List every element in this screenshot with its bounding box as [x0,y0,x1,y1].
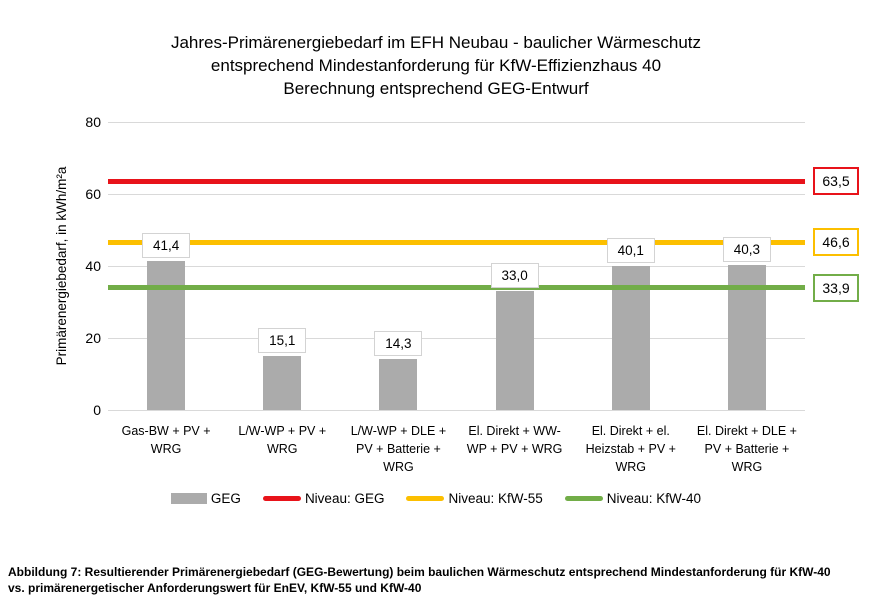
chart-title-line-1: Jahres-Primärenergiebedarf im EFH Neubau… [170,33,702,52]
bar-value-label: 40,1 [606,237,655,263]
plot-area: 0 20 40 60 80 41,4 15,1 14,3 33,0 40,1 40,3 63,5 46,… [85,114,859,418]
y-tick-label: 60 [85,186,101,202]
y-tick-label: 20 [85,330,101,346]
plot-gridline [108,193,805,195]
figure-caption-line-1: Abbildung 7: Resultierender Primärenergi… [8,565,831,579]
bar-value-label: 41,4 [142,232,191,258]
plot-gridline [108,337,805,339]
bar-value-label: 40,3 [722,236,771,262]
chart-title-line-2: entsprechend Mindestanforderung für KfW-… [210,56,662,75]
legend-label: Niveau: KfW-40 [606,491,702,506]
x-category-label: L/W-WP + PV + WRG [238,424,327,456]
bar [263,355,302,410]
x-category-label: El. Direkt + WW- WP + PV + WRG [466,424,563,456]
reference-line [108,239,805,245]
plot-gridline [108,409,805,411]
legend-line-swatch [406,496,445,501]
x-axis-labels: Gas-BW + PV + WRG L/W-WP + PV + WRG L/W-WP… [108,422,805,476]
legend-bar-swatch [170,493,207,504]
legend-item: Niveau: GEG [262,491,385,506]
bar [495,291,534,410]
legend-line-swatch [564,496,603,501]
plot-gridline [108,121,805,123]
legend-item: Niveau: KfW-55 [406,491,543,506]
bar [147,260,186,410]
reference-value-label: 33,9 [813,273,859,302]
legend: GEG Niveau: GEG Niveau: KfW-55 Niveau: KfW-… [0,491,872,506]
legend-label: Niveau: GEG [304,491,385,506]
legend-label: Niveau: KfW-55 [448,491,543,506]
bar-value-label: 15,1 [258,327,307,353]
legend-line-swatch [262,496,301,501]
legend-item: GEG [170,491,241,506]
y-tick-label: 0 [93,402,101,418]
x-category-label: Gas-BW + PV + WRG [121,424,211,456]
figure-caption-line-2: vs. primärenergetischer Anforderungswert… [8,581,422,595]
chart-title: Jahres-Primärenergiebedarf im EFH Neubau… [0,31,872,100]
x-category-label: L/W-WP + DLE + PV + Batterie + WRG [350,424,447,474]
y-tick-label: 80 [85,114,101,130]
bar-value-label: 33,0 [490,263,539,289]
reference-value-label: 46,6 [813,228,859,257]
legend-label: GEG [210,491,241,506]
bar-value-label: 14,3 [374,330,423,356]
figure-caption: Abbildung 7: Resultierender Primärenergi… [8,564,852,596]
chart-title-line-3: Berechnung entsprechend GEG-Entwurf [283,79,589,98]
reference-line [108,178,805,184]
x-category-label: El. Direkt + el. Heizstab + PV + WRG [585,424,676,474]
plot-gridline [108,265,805,267]
legend-item: Niveau: KfW-40 [564,491,702,506]
y-tick-label: 40 [85,258,101,274]
x-category-label: El. Direkt + DLE + PV + Batterie + WRG [696,424,797,474]
reference-line [108,285,805,291]
bar [379,358,418,410]
reference-value-label: 63,5 [813,167,859,196]
